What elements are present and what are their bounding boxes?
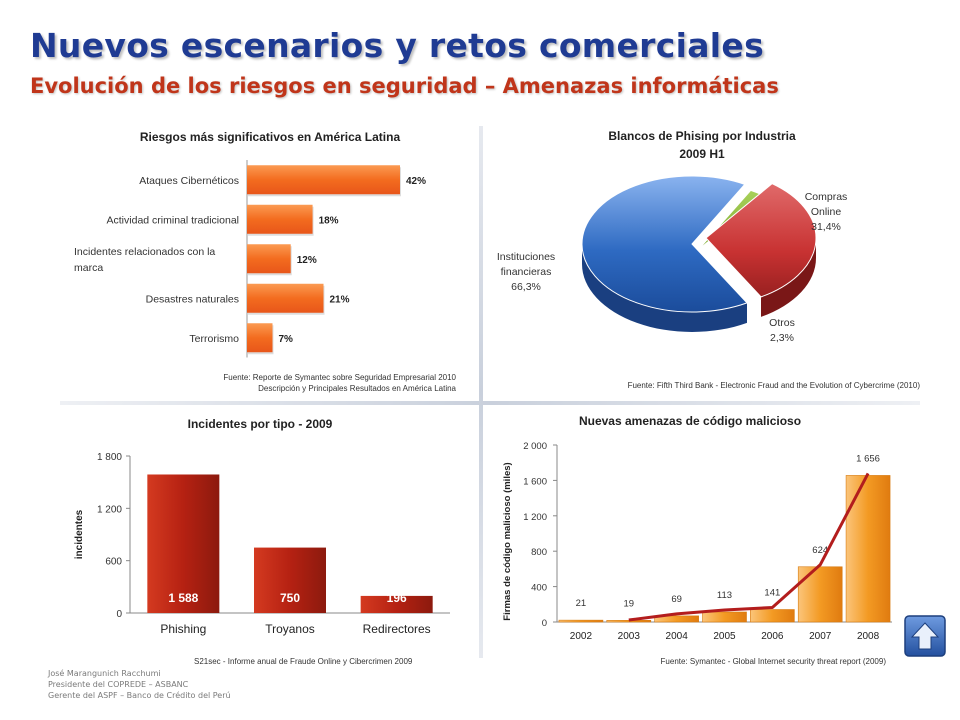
malicioso-category-label: 2008 [857, 631, 880, 642]
pie-slice-label: financieras [501, 266, 552, 278]
pie-title: Blancos de Phising por Industria [608, 129, 796, 143]
malicioso-y-tick-label: 1 200 [523, 512, 547, 523]
pie-slice-label: Online [811, 206, 842, 218]
riesgo-value-label: 42% [406, 176, 426, 187]
riesgo-value-label: 21% [330, 294, 350, 305]
malicioso-bar [845, 475, 891, 623]
malicioso-y-tick-label: 800 [531, 547, 547, 558]
riesgo-category-label: marca [74, 262, 103, 274]
pie-slice-label: 2,3% [770, 332, 794, 344]
malicioso-bar [797, 566, 843, 623]
malicioso-chart: Nuevas amenazas de código malicioso 0 400 8… [502, 414, 892, 666]
incidentes-y-tick-label: 600 [105, 557, 122, 568]
incidente-bar [147, 474, 220, 613]
malicioso-y-tick-label: 2 000 [523, 441, 547, 452]
malicioso-y-label: Firmas de código malicioso (miles) [502, 462, 513, 620]
malicioso-category-label: 2005 [713, 631, 736, 642]
malicioso-value-label: 1 656 [856, 453, 880, 464]
malicioso-category-label: 2006 [761, 631, 784, 642]
pie-slice-label: 31,4% [811, 221, 841, 233]
pie-slice-side [761, 238, 816, 317]
riesgo-category-label: Desastres naturales [146, 293, 239, 305]
malicioso-value-label: 69 [671, 594, 682, 605]
riesgo-bar [247, 283, 324, 313]
incidentes-y-label: incidentes [74, 509, 85, 559]
incidente-value-label: 1 588 [168, 591, 198, 605]
pie-slice-label: 66,3% [511, 281, 541, 293]
malicioso-y-tick-label: 1 600 [523, 476, 547, 487]
up-arrow-icon [904, 615, 946, 657]
pie-slice-label: Instituciones [497, 251, 555, 263]
malicioso-bar [654, 615, 699, 623]
footer-line: José Marangunich Racchumi [48, 669, 161, 678]
incidentes-title: Incidentes por tipo - 2009 [188, 417, 333, 431]
incidente-category-label: Redirectores [363, 622, 431, 636]
pie-slice [581, 175, 748, 313]
malicioso-trend-line [628, 472, 870, 622]
riesgo-bar [247, 244, 291, 274]
incidente-value-label: 750 [280, 591, 300, 605]
pie-slice-label: Otros [769, 317, 795, 329]
incidentes-y-tick-label: 1 800 [97, 452, 122, 463]
footer: José Marangunich Racchumi Presidente del… [48, 668, 231, 701]
malicioso-value-label: 141 [764, 588, 780, 599]
malicioso-value-label: 624 [812, 545, 828, 556]
slide-title: Nuevos escenarios y retos comerciales [30, 26, 765, 65]
riesgos-title: Riesgos más significativos en América La… [140, 130, 401, 144]
malicioso-value-label: 113 [717, 590, 732, 601]
riesgo-value-label: 12% [297, 255, 317, 266]
malicioso-category-label: 2007 [809, 631, 832, 642]
malicioso-value-label: 21 [576, 598, 587, 609]
home-arrow-button[interactable] [903, 614, 947, 658]
malicioso-bar [558, 619, 604, 623]
incidente-category-label: Phishing [160, 622, 206, 636]
malicioso-category-label: 2004 [666, 631, 689, 642]
riesgo-bar [247, 323, 273, 353]
riesgo-value-label: 18% [319, 215, 339, 226]
riesgo-category-label: Terrorismo [189, 333, 239, 345]
riesgos-source: Descripción y Principales Resultados en … [258, 384, 456, 393]
riesgo-bar [247, 204, 313, 234]
incidentes-source: S21sec - Informe anual de Fraude Online … [194, 657, 413, 666]
incidente-bar [360, 595, 433, 613]
pie-slice [705, 183, 817, 298]
riesgo-category-label: Incidentes relacionados con la [74, 246, 215, 258]
incidentes-y-tick-label: 1 200 [97, 504, 122, 515]
vertical-divider [479, 126, 483, 658]
pie-slice-side [582, 244, 747, 332]
malicioso-title: Nuevas amenazas de código malicioso [579, 414, 801, 428]
phishing-source: Fuente: Fifth Third Bank - Electronic Fr… [628, 381, 921, 390]
riesgo-category-label: Actividad criminal tradicional [107, 214, 239, 226]
malicioso-y-tick-label: 400 [531, 583, 547, 594]
malicioso-category-label: 2002 [570, 631, 593, 642]
riesgo-category-label: Ataques Cibernéticos [139, 175, 239, 187]
incidentes-y-tick-label: 0 [116, 609, 122, 620]
slide-subtitle: Evolución de los riesgos en seguridad – … [30, 74, 779, 98]
horizontal-divider [60, 401, 920, 405]
footer-line: Presidente del COPREDE – ASBANC [48, 680, 189, 689]
incidente-category-label: Troyanos [265, 622, 315, 636]
malicioso-y-tick-label: 0 [542, 618, 547, 629]
footer-line: Gerente del ASPF – Banco de Crédito del … [48, 691, 231, 700]
riesgos-chart: Riesgos más significativos en América La… [74, 130, 457, 393]
riesgo-value-label: 7% [279, 334, 294, 345]
malicioso-bar [606, 620, 652, 623]
riesgos-source: Fuente: Reporte de Symantec sobre Seguri… [223, 373, 456, 382]
malicioso-source: Fuente: Symantec - Global Internet secur… [661, 657, 887, 666]
incidente-value-label: 196 [387, 591, 407, 605]
pie-title: 2009 H1 [679, 147, 725, 161]
phishing-pie-chart: Blancos de Phising por Industria 2009 H1 I… [497, 129, 921, 390]
riesgo-bar [247, 165, 400, 195]
incidente-bar [254, 547, 326, 613]
pie-slice-label: Compras [805, 191, 848, 203]
malicioso-category-label: 2003 [618, 631, 641, 642]
incidentes-chart: Incidentes por tipo - 2009 0 600 1 200 1 800… [74, 417, 450, 666]
malicioso-value-label: 19 [623, 598, 634, 609]
malicioso-bar [702, 611, 747, 623]
malicioso-bar [750, 609, 795, 623]
